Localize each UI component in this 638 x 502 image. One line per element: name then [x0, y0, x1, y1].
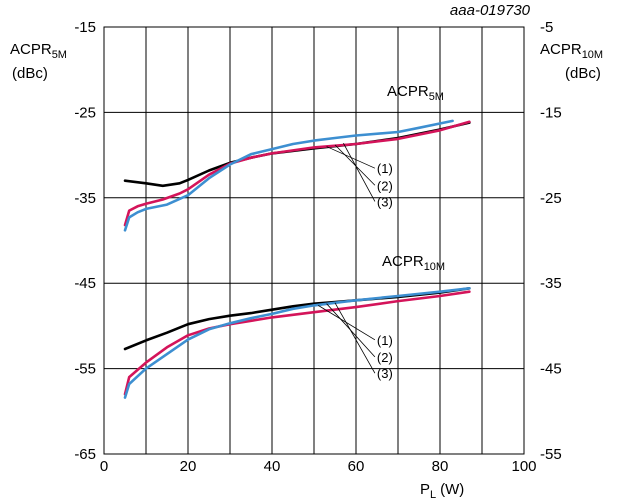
y-right-tick-label: -25 [540, 190, 562, 207]
y-right-tick-label: -15 [540, 104, 562, 121]
tick-labels: 0 20 40 60 80 100 -15 -25 -35 -45 -55 -65 -5 -15 -25 -3… [74, 19, 561, 475]
y-axis-right-sub: 10M [582, 49, 603, 61]
y-axis-right-title: ACPR10M [540, 41, 603, 61]
y-right-tick-label: -35 [540, 275, 562, 292]
group-label-acpr5m-sub: 5M [429, 91, 444, 103]
y-right-tick-label: -55 [540, 446, 562, 463]
series-layer [123, 119, 471, 399]
y-axis-left-title: ACPR5M [10, 41, 67, 61]
callout-label-acpr10m-3: (3) [377, 366, 393, 381]
grid [104, 27, 524, 454]
x-tick-label: 100 [511, 458, 536, 475]
group-label-acpr5m: ACPR5M [387, 83, 444, 103]
x-axis-unit: (W) [440, 481, 464, 498]
x-tick-label: 0 [100, 458, 108, 475]
y-left-tick-label: -35 [74, 190, 96, 207]
callout-label-acpr10m-2: (2) [377, 350, 393, 365]
callout-label-acpr5m-1: (1) [377, 161, 393, 176]
x-tick-label: 60 [348, 458, 365, 475]
series-line-acpr10m-2 [123, 290, 471, 396]
y-left-tick-label: -15 [74, 19, 96, 36]
callout-label-acpr10m-1: (1) [377, 333, 393, 348]
y-axis-right-main: ACPR [540, 41, 582, 58]
callout-leader [334, 302, 376, 374]
x-axis-title: PL (W) [420, 481, 464, 501]
y-left-tick-label: -55 [74, 361, 96, 378]
series-line-acpr5m-2 [123, 120, 471, 227]
x-axis-main: P [420, 481, 430, 498]
y-axis-left-sub: 5M [52, 49, 67, 61]
x-axis-sub: L [430, 489, 436, 501]
x-tick-label: 80 [432, 458, 449, 475]
x-tick-label: 20 [180, 458, 197, 475]
group-label-acpr10m-sub: 10M [424, 261, 445, 273]
callout-label-acpr5m-2: (2) [377, 178, 393, 193]
y-left-tick-label: -45 [74, 275, 96, 292]
y-axis-right-unit: (dBc) [565, 65, 601, 82]
y-axis-left-unit: (dBc) [12, 65, 48, 82]
x-tick-label: 40 [264, 458, 281, 475]
group-label-acpr10m: ACPR10M [382, 253, 445, 273]
y-right-tick-label: -45 [540, 361, 562, 378]
callout-layer: (1)(2)(3)(1)(2)(3) [317, 142, 393, 381]
callout-leader [343, 142, 376, 202]
series-line-acpr10m-3 [123, 286, 471, 399]
y-axis-left-main: ACPR [10, 41, 52, 58]
callout-label-acpr5m-3: (3) [377, 194, 393, 209]
group-label-acpr10m-main: ACPR [382, 253, 424, 270]
group-label-acpr5m-main: ACPR [387, 83, 429, 100]
y-left-tick-label: -25 [74, 104, 96, 121]
y-right-tick-label: -5 [540, 19, 553, 36]
reference-code: aaa-019730 [450, 2, 531, 19]
series-line-acpr5m-3 [123, 119, 454, 232]
y-left-tick-label: -65 [74, 446, 96, 463]
plot-frame [103, 26, 525, 455]
